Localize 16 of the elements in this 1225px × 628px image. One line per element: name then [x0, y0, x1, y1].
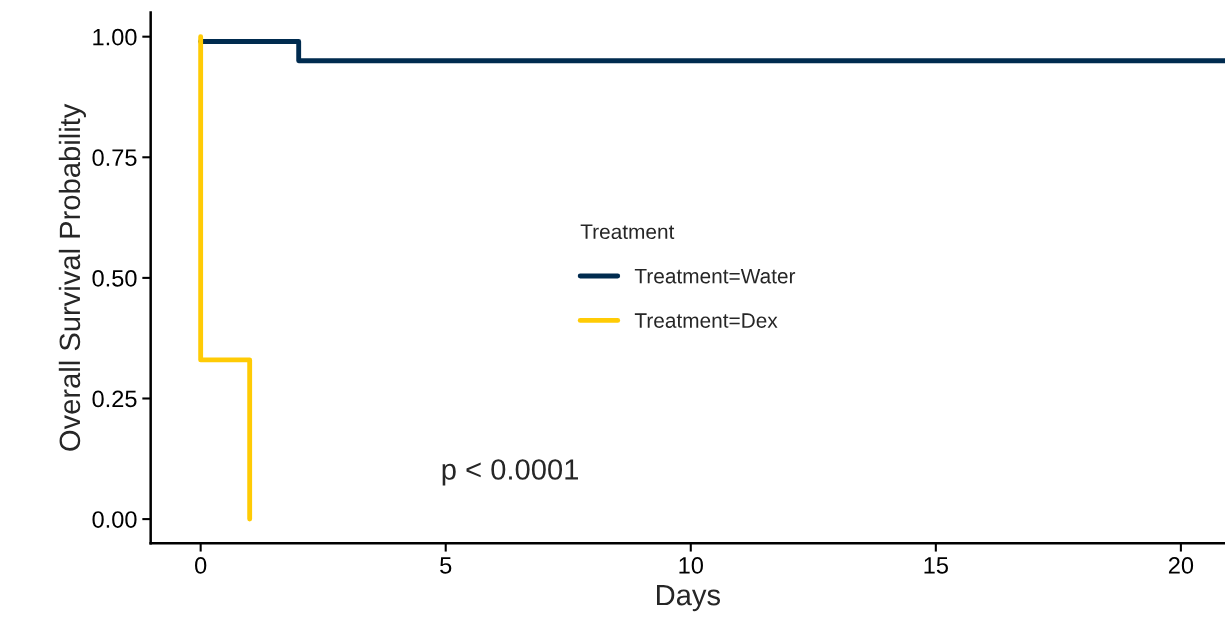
x-tick-label: 20	[1168, 557, 1194, 574]
annotation: p < 0.0001	[442, 459, 578, 486]
y-tick-label: 0.25	[92, 390, 137, 408]
y-tick-label: 0.75	[92, 149, 137, 167]
y-tick-label: 0.00	[92, 511, 137, 528]
x-axis-title: Days	[657, 585, 721, 612]
x-tick-label: 5	[440, 557, 452, 574]
y-tick-label: 1.00	[93, 28, 137, 46]
legend-label: Treatment=Dex	[634, 313, 778, 328]
y-axis-title: Overall Survival Probability	[58, 103, 86, 451]
y-tick-label: 0.50	[92, 269, 137, 287]
legend-title: Treatment	[580, 224, 675, 240]
x-tick-label: 0	[195, 557, 207, 574]
legend-label: Treatment=Water	[634, 268, 796, 284]
x-tick-label: 15	[924, 557, 948, 574]
x-tick-label: 10	[679, 557, 703, 574]
